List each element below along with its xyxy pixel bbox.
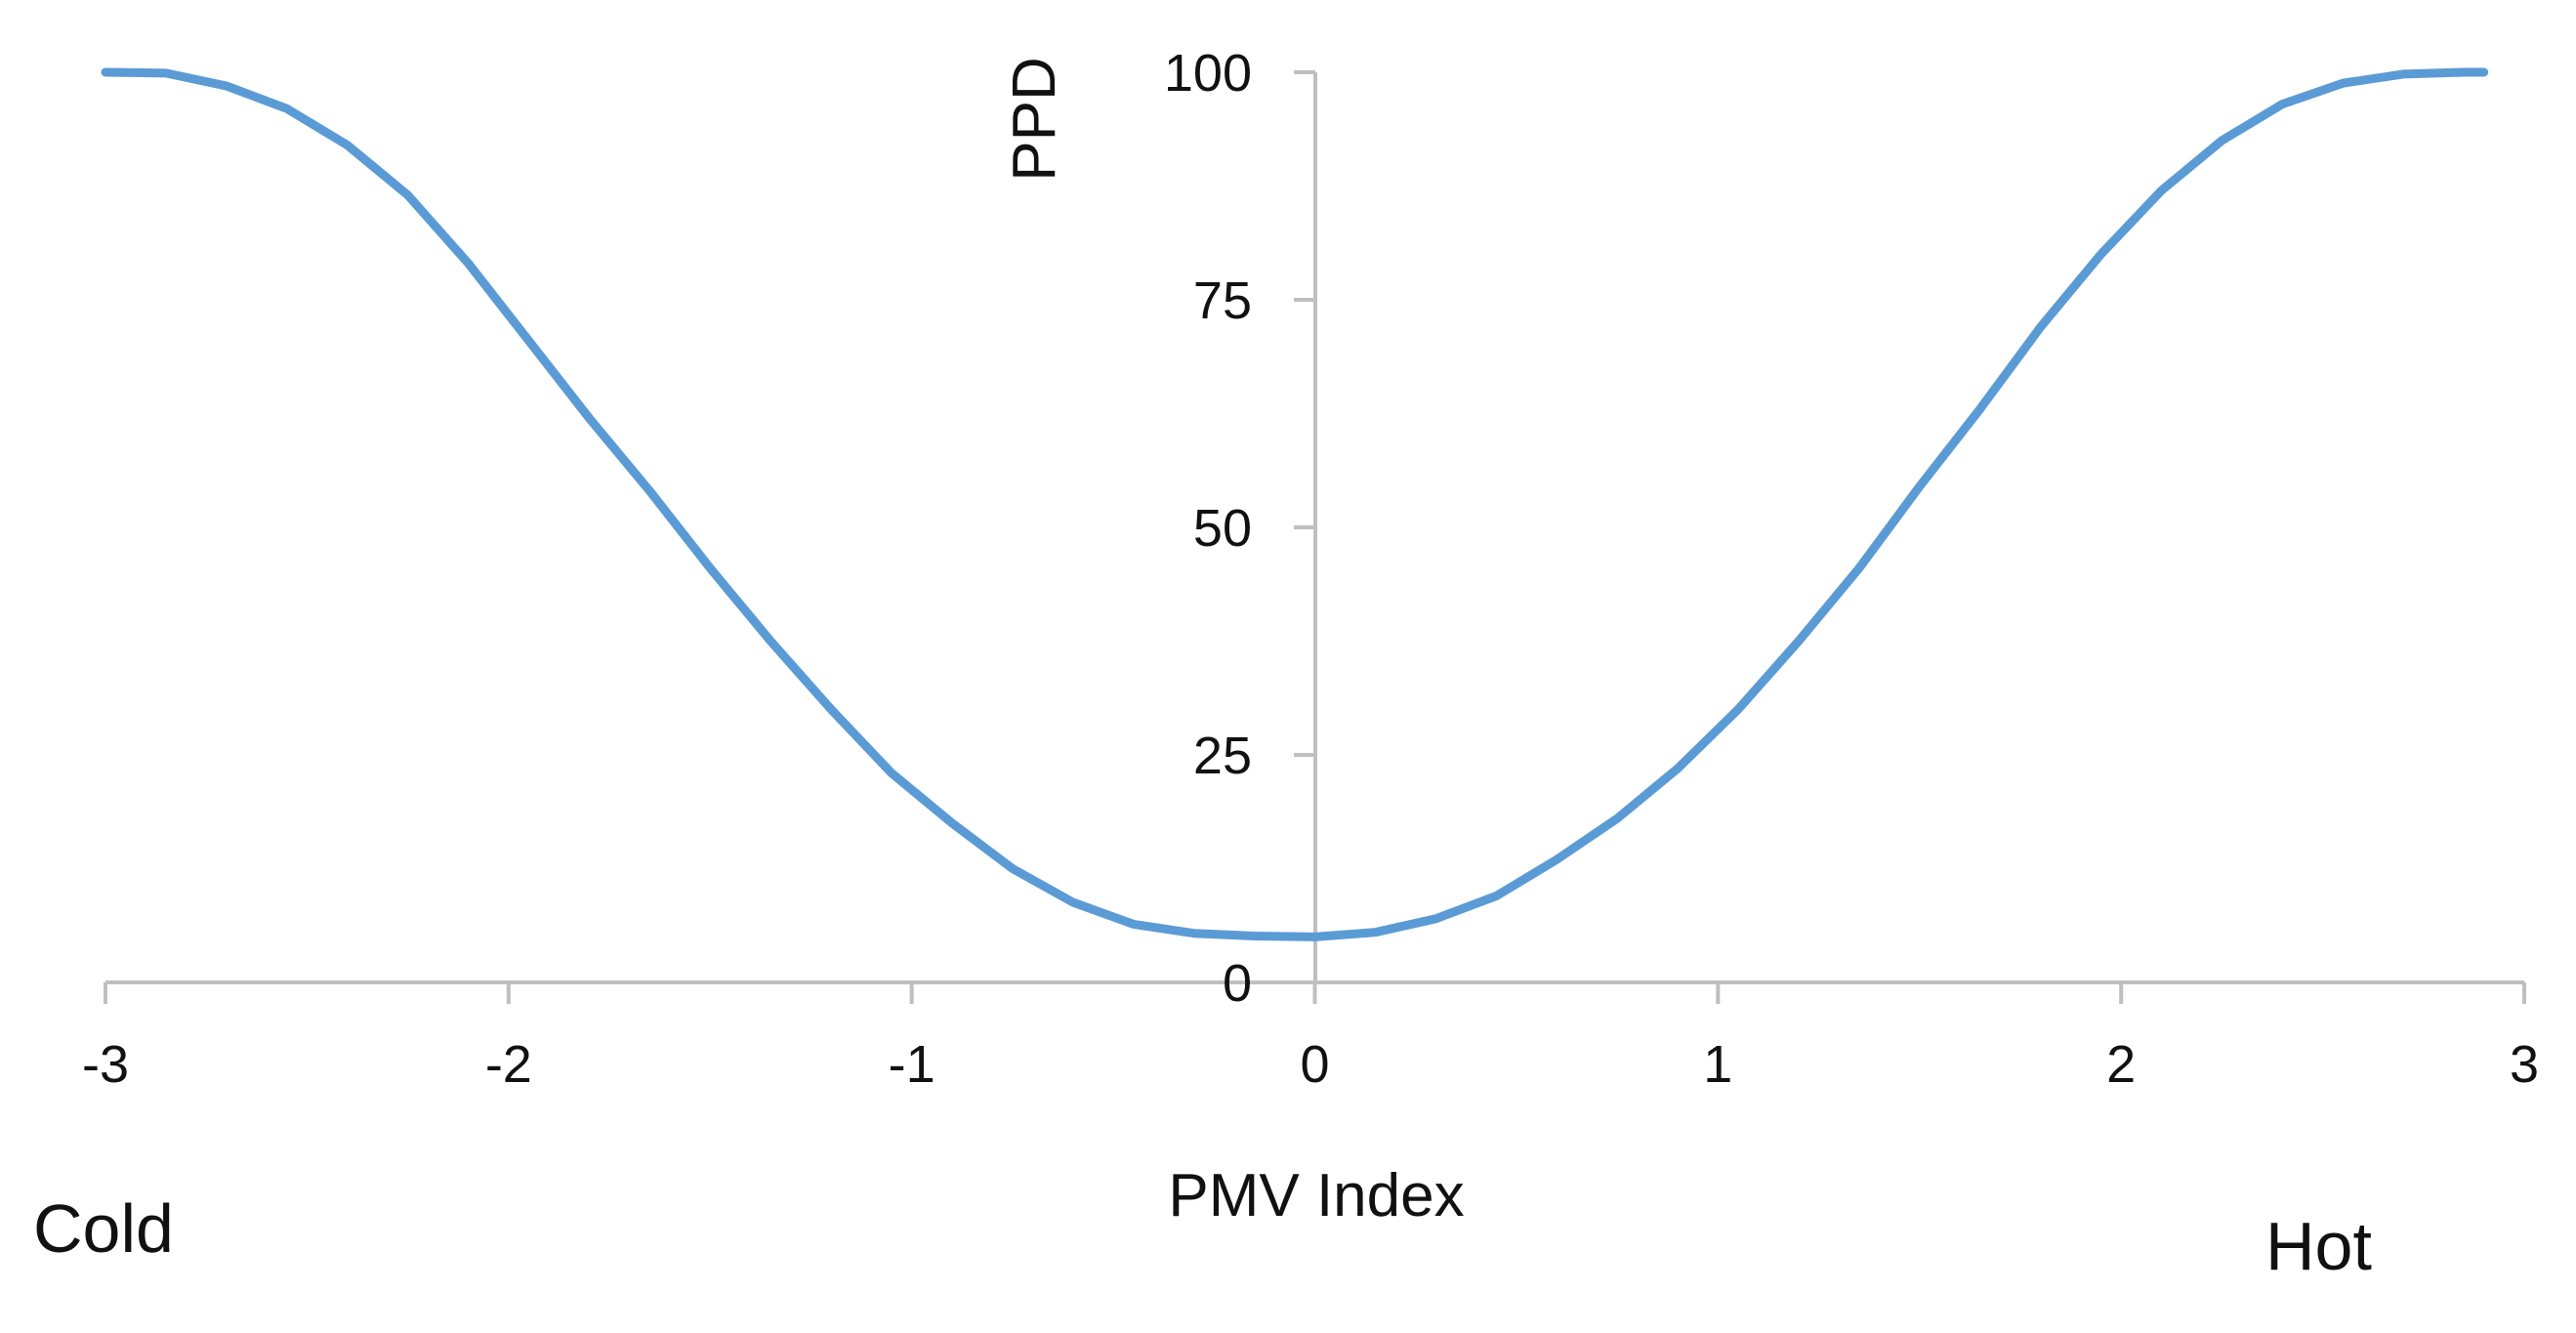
y-tick-label: 25 (1193, 727, 1252, 785)
y-tick-label: 75 (1193, 271, 1252, 330)
x-tick-label: 2 (2106, 1035, 2136, 1094)
x-tick-label: 0 (1300, 1035, 1329, 1094)
y-tick-label: 100 (1164, 44, 1252, 103)
cold-label: Cold (33, 1190, 174, 1267)
x-tick-label: 1 (1703, 1035, 1732, 1094)
x-tick-label: -3 (82, 1035, 129, 1094)
x-tick-label: -2 (485, 1035, 532, 1094)
y-tick-label: 0 (1223, 954, 1252, 1013)
series-group (101, 67, 2489, 941)
ppd-curve (101, 67, 2489, 941)
x-tick-label: 3 (2510, 1035, 2539, 1094)
hot-label: Hot (2265, 1208, 2372, 1284)
x-tick-label: -1 (889, 1035, 935, 1094)
x-axis-title: PMV Index (1168, 1162, 1464, 1229)
y-tick-label: 50 (1193, 499, 1252, 558)
y-axis-title: PPD (1001, 57, 1068, 181)
ticks: -3 -2 -1 0 1 2 3 0 25 50 75 100 (82, 44, 2539, 1094)
